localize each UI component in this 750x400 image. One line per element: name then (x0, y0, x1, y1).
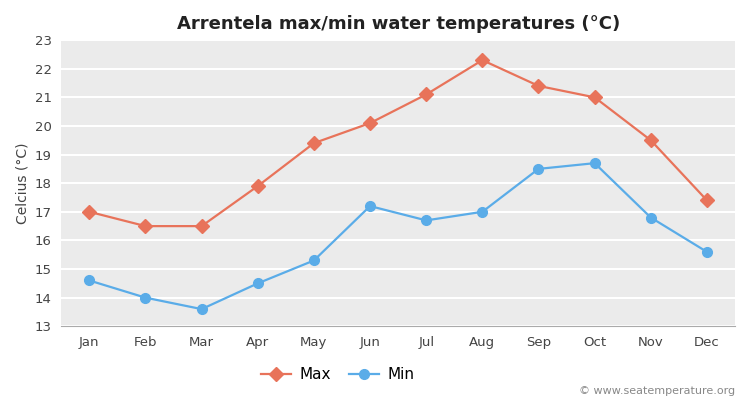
Max (85, 210, 94, 214)
Max (310, 141, 319, 146)
Max (197, 224, 206, 228)
Max (422, 92, 430, 97)
Max (590, 95, 599, 100)
Min (254, 281, 262, 286)
Max (478, 58, 487, 62)
Max (534, 84, 543, 88)
Min (646, 215, 656, 220)
Min (534, 166, 543, 171)
Min (478, 210, 487, 214)
Legend: Max, Min: Max, Min (255, 361, 420, 388)
Line: Min: Min (85, 158, 712, 314)
Min (85, 278, 94, 283)
Min (422, 218, 430, 223)
Y-axis label: Celcius (°C): Celcius (°C) (15, 142, 29, 224)
Text: © www.seatemperature.org: © www.seatemperature.org (579, 386, 735, 396)
Max (703, 198, 712, 203)
Min (590, 161, 599, 166)
Min (310, 258, 319, 263)
Max (646, 138, 656, 143)
Min (141, 295, 150, 300)
Max (141, 224, 150, 228)
Min (365, 204, 374, 208)
Min (197, 307, 206, 312)
Max (365, 121, 374, 126)
Min (703, 250, 712, 254)
Max (254, 184, 262, 188)
Line: Max: Max (85, 55, 712, 231)
Title: Arrentela max/min water temperatures (°C): Arrentela max/min water temperatures (°C… (176, 15, 620, 33)
